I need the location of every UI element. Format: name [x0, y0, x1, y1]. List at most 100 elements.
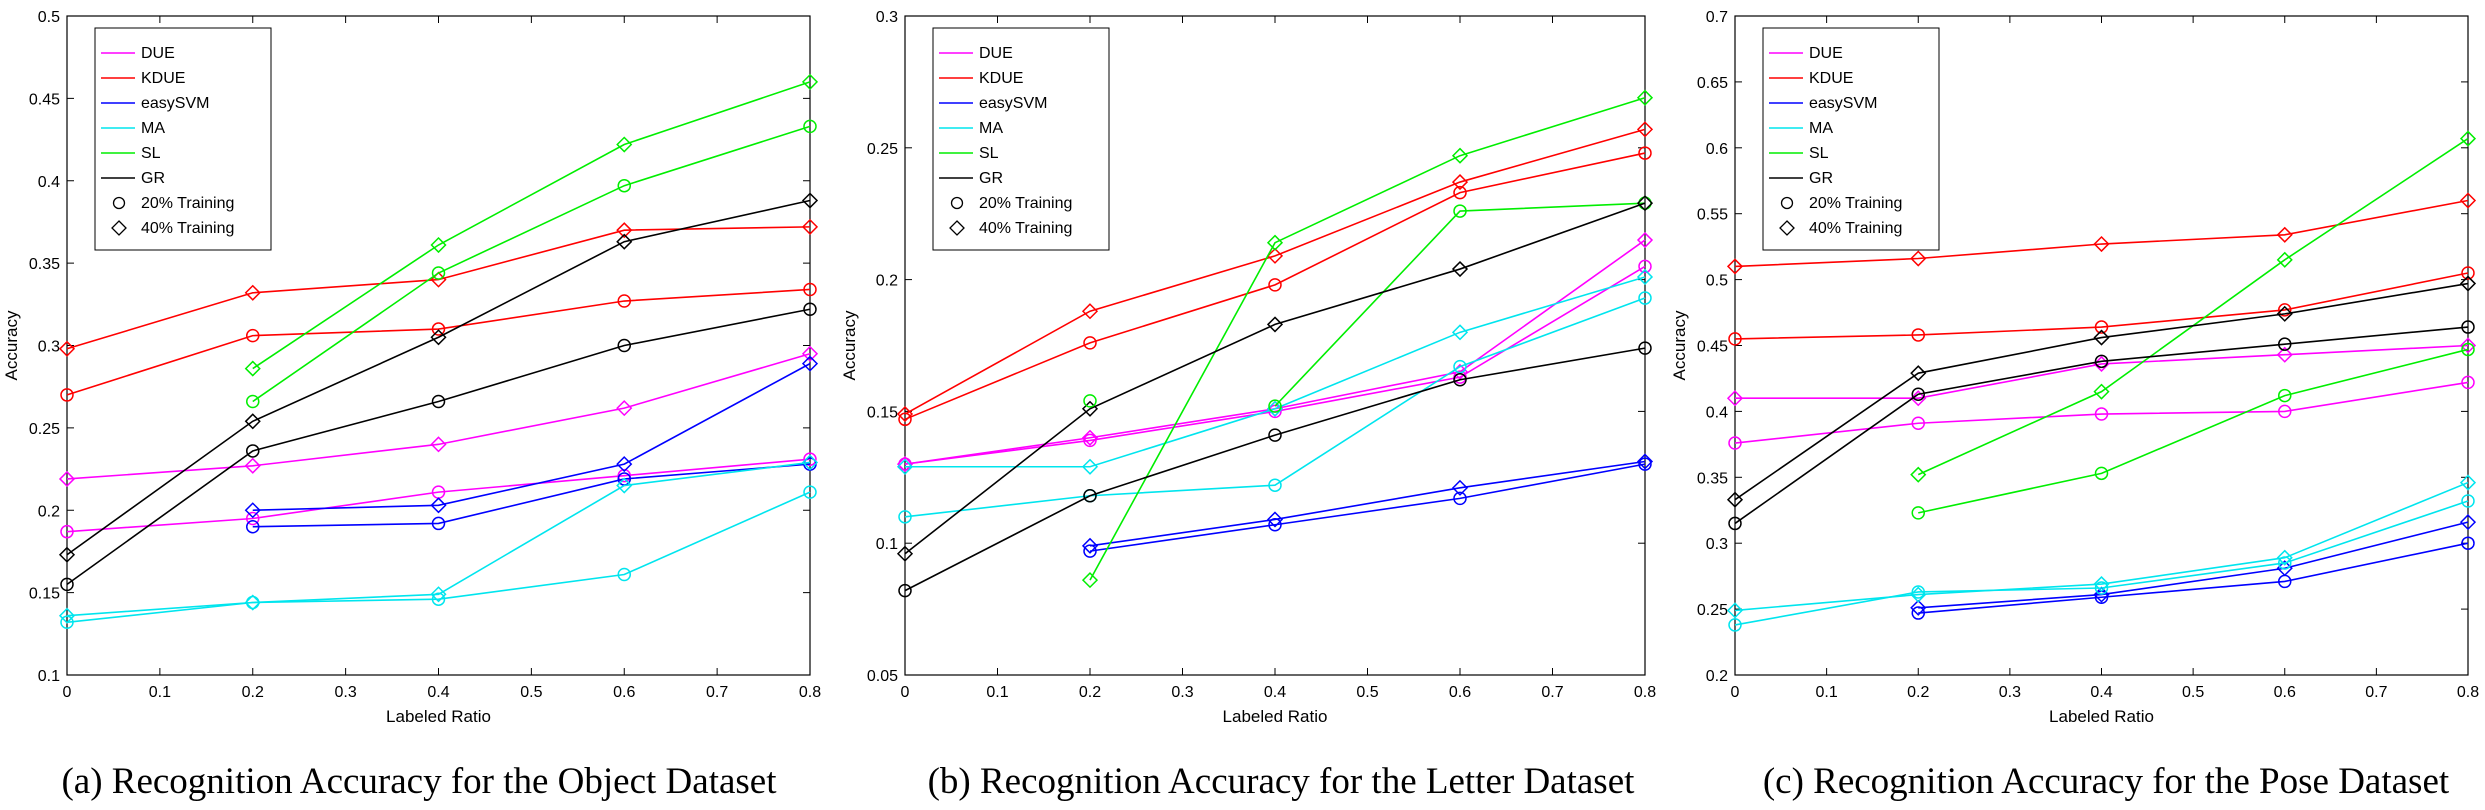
series-line	[1089, 96, 1646, 581]
data-point-circle	[1638, 146, 1652, 160]
series-line	[252, 81, 811, 370]
x-tick-label: 0.3	[1171, 684, 1193, 701]
data-point-circle	[1638, 291, 1652, 305]
legend-entry-label: GR	[979, 170, 1003, 187]
data-point-diamond	[430, 329, 447, 346]
data-point-diamond	[1726, 258, 1744, 275]
data-point-diamond	[244, 457, 261, 474]
legend-entry-label: DUE	[141, 45, 175, 62]
series-gr-20pct	[898, 341, 1652, 598]
x-tick-label: 0.4	[427, 684, 449, 701]
x-tick-label: 0.2	[1079, 684, 1101, 701]
data-point-diamond	[1910, 466, 1927, 483]
legend-entry-label: GR	[141, 170, 165, 187]
data-point-circle	[1453, 373, 1467, 387]
series-easysvm-40pct	[1081, 453, 1654, 554]
data-point-diamond	[1636, 453, 1654, 470]
legend: DUE KDUE easySVM MA SL GR 20% Training 40% Trai…	[1762, 27, 1940, 251]
y-tick-label: 0.1	[876, 536, 898, 553]
legend-entry-label: MA	[1809, 120, 1833, 137]
x-tick-label: 0	[901, 684, 910, 701]
data-point-diamond	[244, 502, 261, 519]
y-tick-label: 0.25	[867, 141, 898, 158]
data-point-diamond	[58, 546, 76, 563]
data-point-diamond	[1081, 429, 1099, 446]
data-point-diamond	[58, 470, 76, 488]
data-point-circle	[2461, 494, 2475, 508]
series-gr-40pct	[1726, 275, 2477, 508]
y-tick-label: 0.15	[867, 404, 898, 421]
series-sl-20pct	[246, 119, 817, 409]
data-point-circle	[1453, 204, 1467, 218]
data-point-diamond	[1266, 316, 1284, 333]
x-axis-label: Labeled Ratio	[1223, 707, 1328, 726]
series-kdue-40pct	[1726, 192, 2477, 275]
legend-box	[1762, 27, 1940, 251]
legend-entry-label: easySVM	[1809, 95, 1877, 112]
data-point-circle	[1268, 428, 1282, 442]
data-point-circle	[2278, 388, 2292, 403]
legend-box	[932, 27, 1110, 251]
series-ma-20pct	[1728, 494, 2475, 632]
chart-panel-3: 0 0.1 0.2 0.3 0.4 0.5 0.6 0.7 0.8 0.2 0.25 0.3 0.35 0…	[1670, 9, 2479, 802]
data-point-diamond	[1081, 458, 1099, 475]
data-point-circle	[1638, 259, 1652, 274]
data-point-circle	[431, 322, 446, 336]
y-tick-label: 0.3	[1706, 536, 1728, 553]
data-point-circle	[431, 516, 446, 531]
figure-caption: (c) Recognition Accuracy for the Pose Da…	[1763, 761, 2450, 802]
series-due-40pct	[58, 345, 819, 488]
x-tick-label: 0.1	[149, 684, 171, 701]
legend-entry-label: 20% Training	[1809, 195, 1902, 212]
x-axis-label: Labeled Ratio	[2049, 707, 2154, 726]
data-point-circle	[617, 567, 631, 582]
data-point-circle	[60, 577, 74, 592]
data-point-circle	[2461, 266, 2475, 280]
legend-diamond-marker	[1779, 220, 1795, 236]
data-point-diamond	[1636, 195, 1654, 212]
data-point-diamond	[1910, 390, 1927, 407]
data-point-circle	[1453, 359, 1467, 374]
data-point-diamond	[2459, 130, 2477, 147]
series-line	[1918, 521, 2469, 609]
chart-panel-1: 0 0.1 0.2 0.3 0.4 0.5 0.6 0.7 0.80.10.150.20.250…	[2, 9, 821, 802]
series-sl-40pct	[244, 73, 819, 377]
legend-entry-label: KDUE	[979, 70, 1023, 87]
data-point-circle	[617, 178, 631, 193]
y-tick-label: 0.55	[1697, 207, 1728, 224]
x-tick-label: 0.6	[2274, 684, 2296, 701]
series-line	[66, 458, 811, 533]
legend-circle-marker	[112, 196, 126, 210]
data-point-circle	[1268, 478, 1282, 492]
data-point-diamond	[1636, 268, 1654, 286]
data-point-circle	[2278, 337, 2292, 351]
x-tick-label: 0	[63, 684, 72, 701]
data-point-circle	[1728, 436, 1742, 450]
data-point-diamond	[1451, 260, 1469, 278]
data-point-diamond	[244, 594, 261, 611]
y-tick-label: 0.4	[1706, 404, 1728, 421]
data-point-circle	[246, 511, 260, 526]
legend-entry-label: KDUE	[141, 70, 185, 87]
legend: DUE KDUE easySVM MA SL GR 20% Training 40% Trai…	[932, 27, 1110, 251]
x-tick-label: 0	[1731, 684, 1740, 701]
data-point-diamond	[1726, 390, 1744, 407]
series-line	[904, 347, 1646, 592]
data-point-diamond	[2459, 192, 2477, 209]
y-tick-label: 0.7	[1706, 9, 1728, 26]
series-gr-40pct	[896, 195, 1654, 562]
data-point-circle	[1911, 387, 1925, 402]
series-line	[66, 308, 811, 586]
data-point-diamond	[616, 400, 633, 417]
data-point-circle	[431, 394, 446, 409]
data-point-diamond	[1081, 400, 1099, 417]
data-point-circle	[1911, 506, 1925, 520]
series-sl-20pct	[1911, 342, 2475, 520]
data-point-circle	[1083, 433, 1097, 448]
legend-diamond-marker	[949, 220, 965, 236]
series-line	[904, 128, 1646, 415]
data-point-diamond	[2276, 305, 2293, 322]
data-point-circle	[60, 524, 74, 539]
x-tick-label: 0.5	[520, 684, 542, 701]
data-point-circle	[2094, 354, 2109, 369]
